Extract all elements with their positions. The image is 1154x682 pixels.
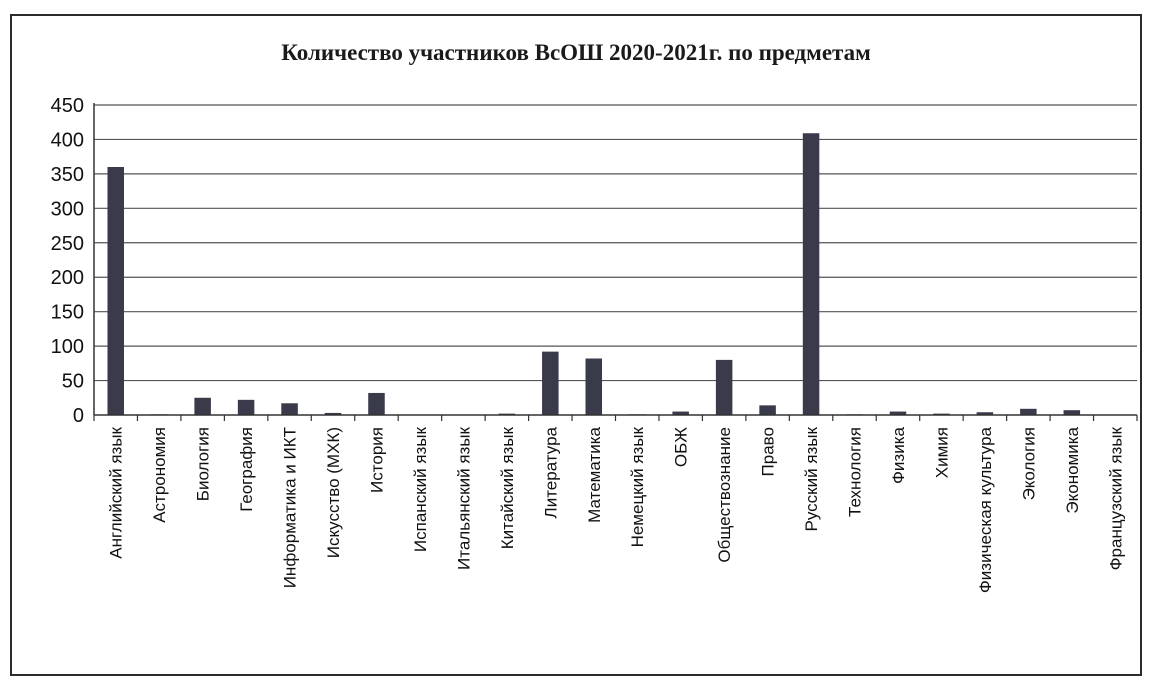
x-tick-label: Биология [194, 427, 213, 501]
bar [237, 399, 255, 415]
x-tick-label: География [237, 427, 256, 512]
x-axis-tick-labels: Английский язык Астрономия Биология Географ… [107, 426, 1126, 593]
x-tick-label: Испанский язык [411, 426, 430, 552]
gridlines [94, 104, 1137, 382]
bar [889, 411, 907, 415]
bar [585, 358, 603, 415]
y-tick-label: 300 [51, 198, 84, 220]
bar [107, 167, 124, 415]
y-tick-label: 250 [51, 233, 84, 255]
x-tick-label: Право [759, 427, 778, 476]
bar [194, 397, 211, 415]
x-tick-label: Итальянский язык [454, 426, 473, 570]
bar [1020, 408, 1037, 415]
x-tick-label: Экология [1019, 427, 1038, 500]
y-tick-label: 0 [73, 405, 84, 427]
x-tick-label: Технология [846, 427, 865, 517]
y-tick-label: 100 [51, 336, 84, 358]
x-tick-label: ОБЖ [672, 427, 691, 467]
y-tick-label: 200 [51, 267, 84, 289]
bar [672, 411, 689, 415]
bars [107, 133, 1081, 415]
bar [368, 392, 385, 415]
y-tick-label: 50 [62, 371, 84, 393]
y-tick-label: 400 [51, 129, 84, 151]
x-tick-label: Физика [889, 426, 908, 484]
x-tick-label: Русский язык [802, 426, 821, 531]
bar [281, 403, 298, 415]
chart-title: Количество участников ВсОШ 2020-2021г. п… [281, 40, 871, 65]
x-tick-label: Экономика [1063, 426, 1082, 513]
bar [715, 359, 733, 415]
x-tick-label: Французский язык [1106, 426, 1125, 570]
x-tick-label: Химия [932, 427, 951, 478]
y-tick-label: 150 [51, 302, 84, 324]
x-tick-label: Обществознание [715, 427, 734, 563]
axes [93, 103, 1138, 421]
x-tick-label: Астрономия [150, 427, 169, 523]
bar [324, 412, 342, 415]
y-axis-tick-labels: 0 50 100 150 200 250 300 350 400 450 [51, 95, 84, 427]
x-tick-label: Математика [585, 426, 604, 522]
x-tick-label: Китайский язык [498, 426, 517, 549]
bar [542, 351, 559, 415]
x-tick-label: История [367, 427, 386, 493]
bar [1063, 410, 1081, 415]
x-tick-label: Информатика и ИКТ [281, 427, 300, 588]
y-tick-label: 350 [51, 164, 84, 186]
bar [759, 405, 776, 415]
x-tick-label: Физическая культура [976, 426, 995, 593]
x-tick-label: Английский язык [107, 426, 126, 558]
bar [802, 133, 820, 415]
chart-frame [10, 14, 1142, 676]
x-tick-label: Искусство (МХК) [324, 427, 343, 558]
x-tick-label: Немецкий язык [628, 426, 647, 547]
bar [976, 412, 994, 415]
x-tick-label: Литература [541, 426, 560, 518]
y-tick-label: 450 [51, 95, 84, 117]
